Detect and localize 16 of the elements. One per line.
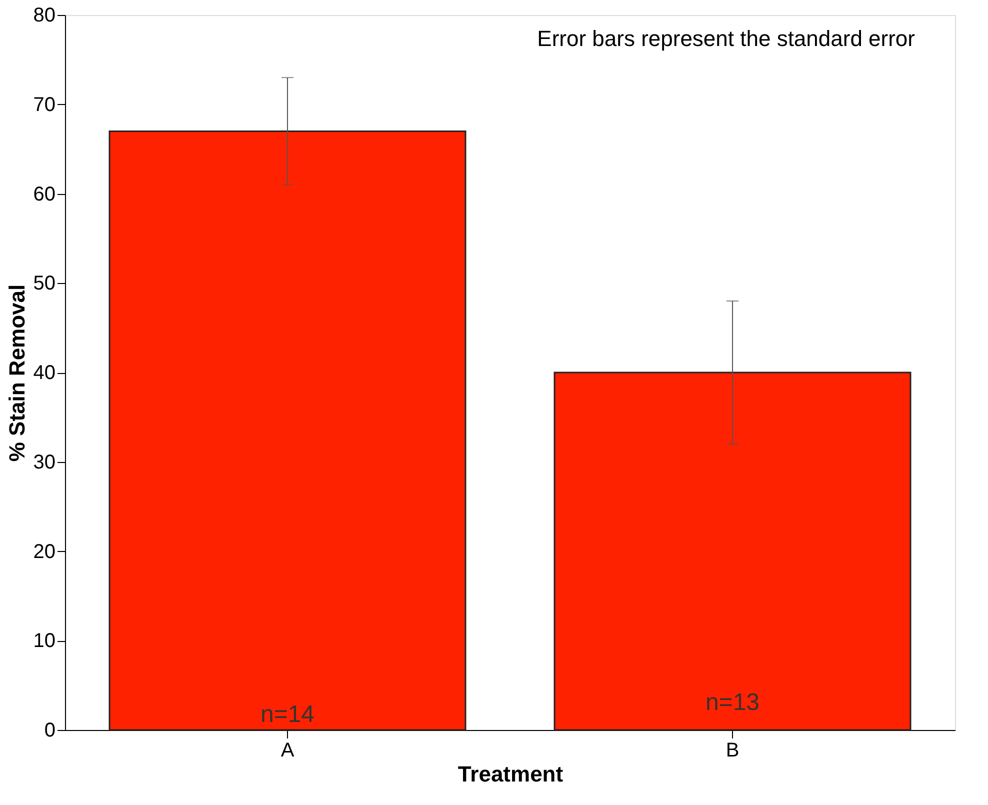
- y-tick-label: 60: [33, 183, 56, 206]
- y-tick-label: 70: [33, 94, 56, 116]
- y-tick-label: 10: [33, 630, 56, 652]
- y-tick-label: 50: [33, 272, 56, 295]
- y-tick-label: 0: [44, 720, 56, 742]
- y-tick-label: 30: [33, 451, 56, 474]
- y-axis-title: % Stain Removal: [4, 284, 30, 462]
- x-tick-label: A: [280, 740, 295, 762]
- y-tick-label: 80: [33, 4, 56, 26]
- annotation: Error bars represent the standard error: [537, 26, 915, 51]
- y-tick-label: 40: [33, 362, 56, 384]
- annotation: n=14: [260, 701, 315, 728]
- y-tick-label: 20: [33, 540, 56, 563]
- x-axis-title: Treatment: [458, 762, 564, 786]
- annotation: n=13: [705, 689, 760, 716]
- x-tick-label: B: [726, 740, 740, 762]
